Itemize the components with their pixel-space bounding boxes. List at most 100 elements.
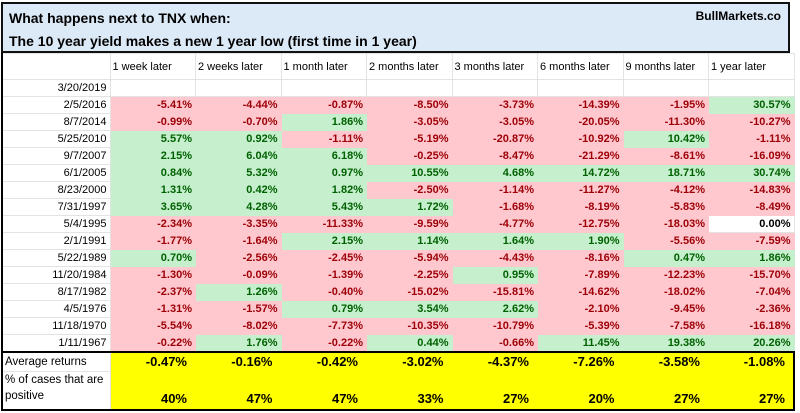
return-cell[interactable]: -2.36% bbox=[708, 300, 795, 318]
average-cell[interactable]: -0.42% bbox=[280, 350, 367, 372]
return-cell[interactable]: 0.00% bbox=[708, 215, 795, 233]
date-cell[interactable]: 5/22/1989 bbox=[1, 249, 111, 267]
percent-positive-cell[interactable]: 47% bbox=[195, 371, 282, 411]
date-cell[interactable]: 9/7/2007 bbox=[1, 147, 111, 165]
return-cell[interactable]: -5.19% bbox=[366, 130, 453, 148]
column-header[interactable]: 1 week later bbox=[109, 53, 196, 80]
return-cell[interactable]: 0.97% bbox=[280, 164, 367, 182]
return-cell[interactable]: -12.75% bbox=[537, 215, 624, 233]
return-cell[interactable]: 14.72% bbox=[537, 164, 624, 182]
return-cell[interactable]: -21.29% bbox=[537, 147, 624, 165]
return-cell[interactable] bbox=[280, 79, 367, 97]
percent-positive-cell[interactable]: 40% bbox=[109, 371, 196, 411]
return-cell[interactable]: 0.44% bbox=[366, 334, 453, 352]
return-cell[interactable]: -15.02% bbox=[366, 283, 453, 301]
return-cell[interactable]: -14.62% bbox=[537, 283, 624, 301]
column-header[interactable]: 2 months later bbox=[366, 53, 453, 80]
return-cell[interactable]: -1.57% bbox=[195, 300, 282, 318]
return-cell[interactable]: 30.57% bbox=[708, 96, 795, 114]
return-cell[interactable]: -15.81% bbox=[451, 283, 538, 301]
return-cell[interactable]: -0.87% bbox=[280, 96, 367, 114]
average-cell[interactable]: -0.16% bbox=[195, 350, 282, 372]
return-cell[interactable] bbox=[622, 79, 709, 97]
return-cell[interactable]: 18.71% bbox=[622, 164, 709, 182]
return-cell[interactable]: -5.83% bbox=[622, 198, 709, 216]
return-cell[interactable]: -1.11% bbox=[280, 130, 367, 148]
return-cell[interactable]: -3.73% bbox=[451, 96, 538, 114]
return-cell[interactable]: -0.40% bbox=[280, 283, 367, 301]
return-cell[interactable]: -1.30% bbox=[109, 266, 196, 284]
return-cell[interactable]: 0.42% bbox=[195, 181, 282, 199]
return-cell[interactable]: -9.45% bbox=[622, 300, 709, 318]
average-cell[interactable]: -4.37% bbox=[451, 350, 538, 372]
return-cell[interactable]: -4.44% bbox=[195, 96, 282, 114]
return-cell[interactable]: -20.05% bbox=[537, 113, 624, 131]
return-cell[interactable]: -2.56% bbox=[195, 249, 282, 267]
percent-positive-cell[interactable]: 20% bbox=[537, 371, 624, 411]
return-cell[interactable]: -3.35% bbox=[195, 215, 282, 233]
date-cell[interactable]: 6/1/2005 bbox=[1, 164, 111, 182]
return-cell[interactable]: 20.26% bbox=[708, 334, 795, 352]
return-cell[interactable]: -0.25% bbox=[366, 147, 453, 165]
return-cell[interactable]: -8.61% bbox=[622, 147, 709, 165]
date-cell[interactable]: 2/5/2016 bbox=[1, 96, 111, 114]
column-header[interactable]: 3 months later bbox=[451, 53, 538, 80]
percent-positive-cell[interactable]: 27% bbox=[708, 371, 795, 411]
return-cell[interactable]: -7.04% bbox=[708, 283, 795, 301]
return-cell[interactable]: 0.47% bbox=[622, 249, 709, 267]
column-header[interactable]: 2 weeks later bbox=[195, 53, 282, 80]
return-cell[interactable]: -4.43% bbox=[451, 249, 538, 267]
return-cell[interactable]: -8.02% bbox=[195, 317, 282, 335]
return-cell[interactable]: -2.10% bbox=[537, 300, 624, 318]
return-cell[interactable]: -10.79% bbox=[451, 317, 538, 335]
percent-positive-cell[interactable]: 27% bbox=[622, 371, 709, 411]
return-cell[interactable]: -8.47% bbox=[451, 147, 538, 165]
percent-positive-cell[interactable]: 47% bbox=[280, 371, 367, 411]
return-cell[interactable]: -2.50% bbox=[366, 181, 453, 199]
return-cell[interactable]: -1.64% bbox=[195, 232, 282, 250]
return-cell[interactable]: 4.68% bbox=[451, 164, 538, 182]
return-cell[interactable]: -5.54% bbox=[109, 317, 196, 335]
return-cell[interactable]: -7.89% bbox=[537, 266, 624, 284]
return-cell[interactable]: -2.45% bbox=[280, 249, 367, 267]
return-cell[interactable] bbox=[708, 79, 795, 97]
return-cell[interactable]: -5.94% bbox=[366, 249, 453, 267]
return-cell[interactable]: 5.32% bbox=[195, 164, 282, 182]
corner-cell[interactable] bbox=[1, 53, 111, 80]
date-cell[interactable]: 7/31/1997 bbox=[1, 198, 111, 216]
return-cell[interactable]: 3.54% bbox=[366, 300, 453, 318]
return-cell[interactable]: -3.05% bbox=[366, 113, 453, 131]
return-cell[interactable]: -8.50% bbox=[366, 96, 453, 114]
return-cell[interactable]: 1.14% bbox=[366, 232, 453, 250]
return-cell[interactable]: 1.90% bbox=[537, 232, 624, 250]
return-cell[interactable]: -8.49% bbox=[708, 198, 795, 216]
return-cell[interactable]: 2.15% bbox=[109, 147, 196, 165]
return-cell[interactable]: 0.92% bbox=[195, 130, 282, 148]
return-cell[interactable]: 5.57% bbox=[109, 130, 196, 148]
return-cell[interactable]: 4.28% bbox=[195, 198, 282, 216]
percent-positive-cell[interactable]: 27% bbox=[451, 371, 538, 411]
return-cell[interactable]: 1.86% bbox=[280, 113, 367, 131]
column-header[interactable]: 6 months later bbox=[537, 53, 624, 80]
return-cell[interactable]: 1.72% bbox=[366, 198, 453, 216]
return-cell[interactable]: 6.04% bbox=[195, 147, 282, 165]
return-cell[interactable]: -10.27% bbox=[708, 113, 795, 131]
column-header[interactable]: 1 month later bbox=[280, 53, 367, 80]
return-cell[interactable]: 0.79% bbox=[280, 300, 367, 318]
return-cell[interactable]: -4.77% bbox=[451, 215, 538, 233]
return-cell[interactable]: -11.30% bbox=[622, 113, 709, 131]
return-cell[interactable]: -1.68% bbox=[451, 198, 538, 216]
return-cell[interactable]: 30.74% bbox=[708, 164, 795, 182]
return-cell[interactable]: -12.23% bbox=[622, 266, 709, 284]
return-cell[interactable]: 1.86% bbox=[708, 249, 795, 267]
return-cell[interactable]: 19.38% bbox=[622, 334, 709, 352]
average-returns-label[interactable]: Average returns bbox=[1, 350, 111, 372]
return-cell[interactable]: -15.70% bbox=[708, 266, 795, 284]
return-cell[interactable]: 3.65% bbox=[109, 198, 196, 216]
date-cell[interactable]: 11/18/1970 bbox=[1, 317, 111, 335]
return-cell[interactable]: 1.31% bbox=[109, 181, 196, 199]
date-cell[interactable]: 8/7/2014 bbox=[1, 113, 111, 131]
date-cell[interactable]: 5/4/1995 bbox=[1, 215, 111, 233]
return-cell[interactable]: -7.59% bbox=[708, 232, 795, 250]
return-cell[interactable]: -0.99% bbox=[109, 113, 196, 131]
